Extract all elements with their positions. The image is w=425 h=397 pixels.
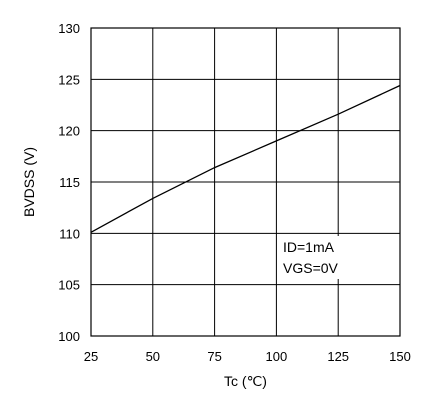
y-tick-label: 110: [59, 226, 80, 241]
plot-frame: [90, 27, 401, 337]
x-tick-label: 25: [84, 349, 98, 364]
x-tick-label: 150: [389, 349, 411, 364]
x-tick-labels: 25 50 75 100 125 150: [84, 349, 411, 364]
grid-lines: [91, 28, 400, 336]
x-tick-label: 50: [146, 349, 160, 364]
y-tick-label: 125: [58, 72, 80, 87]
series-group: [90, 84, 401, 233]
series-line: [90, 84, 401, 233]
y-tick-labels: 100 105 110 115 120 125 130: [58, 21, 80, 344]
y-tick-label: 120: [58, 124, 80, 139]
annotation-vgs-voltage: VGS=0V: [283, 260, 339, 276]
x-tick-label: 125: [327, 349, 349, 364]
annotation-background: [279, 236, 375, 279]
y-tick-label: 105: [58, 278, 80, 293]
y-tick-label: 115: [59, 175, 80, 190]
x-tick-label: 100: [266, 349, 288, 364]
y-axis-label: BVDSS (V): [21, 147, 37, 217]
y-tick-label: 100: [58, 329, 80, 344]
annotation-id-current: ID=1mA: [283, 239, 335, 255]
x-tick-label: 75: [207, 349, 221, 364]
y-tick-label: 130: [58, 21, 80, 36]
x-axis-label: Tc (℃): [224, 373, 267, 389]
